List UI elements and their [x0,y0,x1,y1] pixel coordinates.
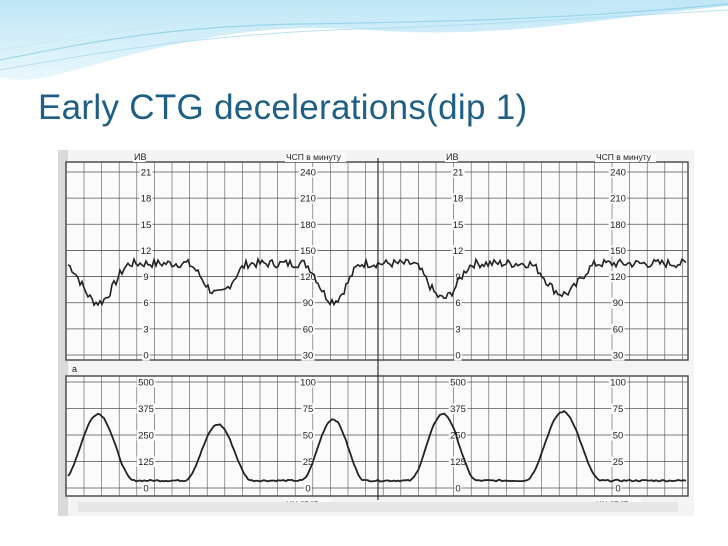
right-tick-label: 180 [610,220,626,231]
left-tick-label: 21 [453,168,464,179]
right-tick-label: 180 [300,220,316,231]
left-tick-label: 125 [138,457,154,468]
right-tick-label: 120 [300,272,316,283]
left-tick-label: 500 [450,378,466,389]
left-tick-label: 250 [138,431,154,442]
left-tick-label: 0 [455,484,460,495]
left-tick-label: 375 [450,404,466,415]
panel-marker: а [72,364,77,374]
right-tick-label: 30 [613,351,624,362]
right-tick-label: 50 [613,431,624,442]
left-tick-label: 12 [141,246,152,257]
right-tick-label: 210 [300,194,316,205]
right-tick-label: 100 [300,378,316,389]
left-tick-label: 12 [453,246,464,257]
left-tick-label: 9 [143,272,148,283]
right-tick-label: 90 [303,298,314,309]
left-tick-label: 3 [455,324,460,335]
right-tick-label: 0 [615,484,620,495]
left-tick-label: 15 [141,220,152,231]
left-tick-label: 21 [141,168,152,179]
left-tick-label: 18 [453,194,464,205]
uterine-pressure-trace [67,409,687,483]
right-tick-label: 75 [303,404,314,415]
left-tick-label: 6 [455,298,460,309]
right-tick-label: 120 [610,272,626,283]
right-tick-label: 150 [610,246,626,257]
slide-title: Early CTG decelerations(dip 1) [38,88,528,127]
left-tick-label: 375 [138,404,154,415]
left-tick-label: 0 [143,484,148,495]
left-tick-label: 500 [138,378,154,389]
right-tick-label: 210 [610,194,626,205]
right-tick-label: 75 [613,404,624,415]
right-tick-label: 240 [610,168,626,179]
right-axis-title: ЧСП в минуту [596,152,652,162]
left-axis-title: ИВ [446,152,458,162]
right-tick-label: 25 [613,457,624,468]
right-tick-label: 60 [303,324,314,335]
left-tick-label: 6 [143,298,148,309]
left-tick-label: 125 [450,457,466,468]
left-tick-label: 0 [455,351,460,362]
fhr-trace [67,256,687,307]
left-axis-title: ИВ [134,152,146,162]
left-tick-label: 18 [141,194,152,205]
right-tick-label: 30 [303,351,314,362]
right-tick-label: 50 [303,431,314,442]
right-tick-label: 0 [305,484,310,495]
left-tick-label: 15 [453,220,464,231]
left-tick-label: 0 [143,351,148,362]
right-tick-label: 90 [613,298,624,309]
right-axis-title: ЧСП в минуту [286,152,342,162]
right-tick-label: 240 [300,168,316,179]
right-tick-label: 100 [610,378,626,389]
left-tick-label: 250 [450,431,466,442]
right-tick-label: 25 [303,457,314,468]
right-tick-label: 60 [613,324,624,335]
ctg-chart: ИВ ЧСП в минуту21181512963024021018015012… [58,150,694,516]
decorative-wave-header [0,0,728,80]
left-tick-label: 3 [143,324,148,335]
ctg-figure: ИВ ЧСП в минуту 21 18 15 12 9 6 3 0 240 210 180 150 12… [58,150,694,516]
right-tick-label: 150 [300,246,316,257]
